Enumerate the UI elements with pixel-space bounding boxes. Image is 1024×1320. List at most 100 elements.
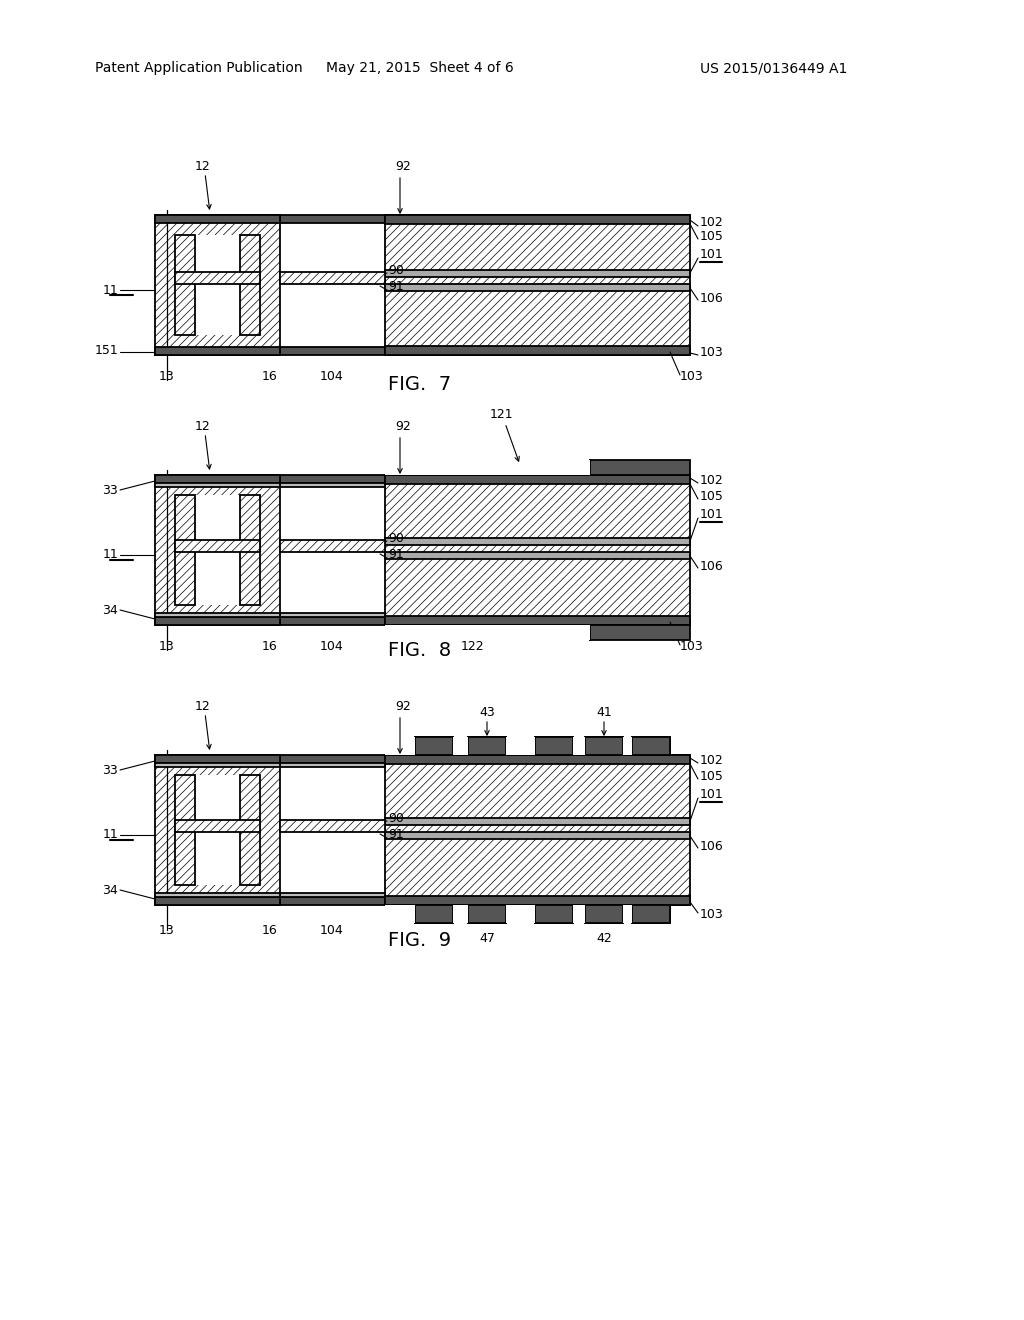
Text: 13: 13 (159, 371, 175, 384)
Bar (590, 624, 690, 640)
Bar (155, 616, 280, 624)
Text: 92: 92 (395, 421, 411, 433)
Text: 16: 16 (262, 371, 278, 384)
Bar (385, 755, 690, 906)
Text: 92: 92 (395, 161, 411, 173)
Bar (453, 737, 468, 755)
Bar (155, 475, 280, 483)
Text: 105: 105 (700, 491, 724, 503)
Bar (385, 475, 690, 624)
Text: 34: 34 (102, 883, 118, 896)
Text: 12: 12 (195, 701, 211, 714)
Bar (623, 906, 632, 923)
Bar (585, 906, 623, 923)
Text: US 2015/0136449 A1: US 2015/0136449 A1 (700, 61, 848, 75)
Bar (155, 612, 280, 616)
Text: 103: 103 (700, 908, 724, 921)
Bar (175, 235, 195, 335)
Bar (385, 755, 690, 764)
Bar (385, 552, 690, 558)
Text: 43: 43 (479, 705, 495, 718)
Text: 11: 11 (102, 284, 118, 297)
Bar (155, 755, 280, 763)
Bar (280, 483, 385, 487)
Text: 122: 122 (460, 640, 483, 653)
Bar (280, 820, 385, 832)
Bar (175, 775, 260, 884)
Bar (240, 775, 260, 884)
Text: 102: 102 (700, 754, 724, 767)
Text: Patent Application Publication: Patent Application Publication (95, 61, 303, 75)
Text: 33: 33 (102, 763, 118, 776)
Text: 102: 102 (700, 474, 724, 487)
Text: 16: 16 (262, 924, 278, 936)
Text: 47: 47 (479, 932, 495, 945)
Bar (535, 906, 573, 923)
Text: 104: 104 (321, 924, 344, 936)
Text: 90: 90 (388, 264, 403, 276)
Text: 90: 90 (388, 532, 403, 544)
Text: 91: 91 (388, 829, 403, 842)
Bar (385, 459, 590, 475)
Text: 101: 101 (700, 248, 724, 261)
Text: 105: 105 (700, 231, 724, 243)
Bar (155, 763, 280, 767)
Bar (385, 818, 690, 825)
Bar (280, 616, 385, 624)
Bar (155, 215, 280, 355)
Text: 42: 42 (596, 932, 612, 945)
Bar (155, 475, 280, 624)
Bar (632, 906, 670, 923)
Bar (535, 737, 573, 755)
Text: 106: 106 (700, 561, 724, 573)
Bar (585, 737, 623, 755)
Text: 106: 106 (700, 841, 724, 854)
Text: 103: 103 (680, 371, 703, 384)
Bar (385, 616, 690, 624)
Text: 12: 12 (195, 161, 211, 173)
Text: 121: 121 (490, 408, 514, 421)
Text: 103: 103 (700, 346, 724, 359)
Text: 90: 90 (388, 812, 403, 825)
Bar (385, 624, 590, 640)
Bar (175, 495, 195, 605)
Bar (280, 898, 385, 906)
Bar (468, 737, 506, 755)
Text: 102: 102 (700, 216, 724, 230)
Text: 101: 101 (700, 508, 724, 521)
Bar (175, 495, 260, 605)
Bar (415, 906, 453, 923)
Bar (385, 284, 690, 290)
Text: 105: 105 (700, 771, 724, 784)
Text: 12: 12 (195, 421, 211, 433)
Bar (385, 737, 415, 755)
Bar (280, 272, 385, 284)
Bar (573, 906, 585, 923)
Bar (573, 737, 585, 755)
Bar (506, 737, 535, 755)
Text: 13: 13 (159, 640, 175, 653)
Bar (506, 906, 535, 923)
Text: 33: 33 (102, 483, 118, 496)
Text: 106: 106 (700, 293, 724, 305)
Bar (632, 737, 670, 755)
Text: 13: 13 (159, 924, 175, 936)
Bar (385, 475, 690, 484)
Bar (155, 215, 280, 223)
Bar (175, 820, 260, 832)
Bar (385, 832, 690, 840)
Text: 104: 104 (321, 640, 344, 653)
Bar (468, 906, 506, 923)
Bar (415, 737, 453, 755)
Text: 16: 16 (262, 640, 278, 653)
Bar (385, 271, 690, 277)
Bar (280, 612, 385, 616)
Bar (175, 540, 260, 552)
Text: 91: 91 (388, 281, 403, 293)
Bar (175, 775, 195, 884)
Bar (385, 215, 690, 224)
Text: 11: 11 (102, 829, 118, 842)
Bar (155, 483, 280, 487)
Bar (280, 763, 385, 767)
Bar (280, 475, 385, 483)
